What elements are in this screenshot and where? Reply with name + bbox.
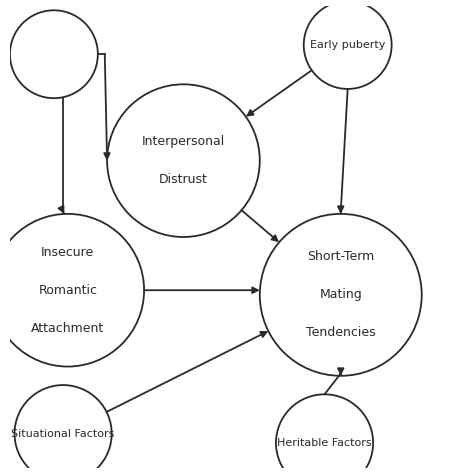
Text: Short-Term

Mating

Tendencies: Short-Term Mating Tendencies [306,250,375,339]
Circle shape [107,84,260,237]
Text: Insecure

Romantic

Attachment: Insecure Romantic Attachment [31,246,104,335]
Text: Situational Factors: Situational Factors [11,428,115,438]
Text: Interpersonal

Distrust: Interpersonal Distrust [142,135,225,186]
Circle shape [15,385,112,474]
Circle shape [260,214,422,376]
Circle shape [10,10,98,98]
Text: Early puberty: Early puberty [310,40,385,50]
Circle shape [0,214,144,366]
Circle shape [276,394,373,474]
Text: Heritable Factors: Heritable Factors [277,438,372,448]
Circle shape [304,1,392,89]
